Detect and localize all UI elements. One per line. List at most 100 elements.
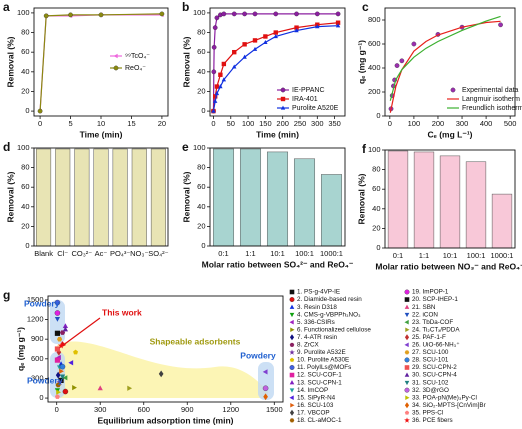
legend-label: 33. POA-pN(Me)₃Py-Cl (412, 394, 477, 401)
legend-label: Freundlich isotherm (462, 105, 522, 112)
x-tick-label: 300 (456, 119, 469, 128)
plot-frame (384, 7, 516, 117)
data-point (72, 385, 77, 391)
y-tick-label: 80 (372, 165, 380, 174)
data-point (263, 39, 268, 45)
x-tick-label: 900 (181, 405, 194, 414)
legend-label: 35. PPS-Cl (412, 409, 443, 416)
data-point (62, 375, 68, 381)
bar (150, 148, 166, 247)
y-tick-label: 20 (372, 223, 380, 232)
legend-marker (405, 395, 410, 400)
data-point (214, 15, 220, 21)
bar (36, 148, 52, 247)
plot-frame (209, 7, 346, 117)
legend-marker (289, 418, 295, 423)
plot-frame (47, 295, 284, 403)
x-tick-label: 0 (55, 405, 59, 414)
data-point (211, 44, 217, 50)
data-point (221, 11, 227, 17)
data-point (211, 69, 217, 75)
data-point (242, 54, 247, 59)
y-tick-label: 0 (201, 106, 205, 115)
legend-marker (289, 319, 294, 325)
y-tick-label: 600 (31, 354, 44, 363)
data-point (68, 12, 73, 18)
legend-label: 12. SCU-COF-1 (297, 372, 342, 379)
y-axis-title: qₑ (mg g⁻¹) (356, 40, 366, 84)
data-point (231, 11, 237, 17)
data-point (242, 42, 247, 47)
data-point (127, 385, 133, 391)
plot-frame (33, 7, 169, 117)
legend-marker (404, 334, 410, 341)
x-axis-title: Molar ratio between SO₄²⁻ and ReO₄⁻ (202, 259, 354, 269)
y-tick-label: 0 (201, 241, 205, 250)
x-tick-label: 100:1 (295, 249, 314, 258)
annotation: Powdery (24, 298, 60, 308)
legend-marker (404, 289, 410, 295)
annotation: Powdery (27, 375, 63, 385)
y-axis-title: Removal (%) (181, 171, 191, 222)
legend-marker (289, 409, 295, 416)
data-point (212, 25, 218, 30)
x-tick-label: 10 (97, 119, 105, 128)
x-axis-title: Time (min) (256, 129, 299, 139)
legend-marker (113, 65, 119, 71)
legend-label: 3. Resin D318 (297, 304, 337, 311)
bar (74, 148, 90, 247)
legend-marker (289, 342, 295, 347)
data-point (58, 377, 64, 384)
this-work-arrow (61, 317, 101, 347)
plot-frame (33, 147, 169, 247)
x-axis-title: Cₑ (mg L⁻¹) (428, 129, 473, 139)
data-point (218, 84, 223, 89)
series-line (39, 14, 162, 112)
panel-letter: g (3, 288, 10, 302)
y-tick-label: 800 (368, 15, 381, 24)
panel-letter: a (3, 0, 10, 14)
x-tick-label: 100 (408, 119, 421, 128)
data-point (54, 357, 61, 363)
y-tick-label: 20 (21, 221, 29, 230)
data-point (57, 336, 63, 342)
panel-letter: f (362, 142, 367, 156)
legend-marker (404, 402, 410, 409)
x-axis-title: Molar ratio between NO₃⁻ and ReO₄⁻ (375, 261, 522, 271)
y-axis-title: Removal (%) (5, 171, 15, 222)
legend-label: 6. Functionalized cellulose (297, 326, 371, 333)
data-point (54, 346, 61, 352)
legend-marker (404, 417, 410, 423)
data-point (55, 382, 61, 388)
x-tick-label: NO₃⁻ (130, 249, 148, 258)
y-tick-label: 60 (197, 47, 205, 56)
legend-label: IRA-401 (292, 96, 318, 103)
bar (320, 174, 343, 247)
bar (413, 151, 435, 249)
data-point (221, 61, 227, 67)
legend-marker (404, 410, 410, 415)
data-point (54, 316, 61, 322)
data-point (252, 46, 258, 51)
legend-marker (289, 372, 295, 378)
data-point (263, 34, 268, 39)
data-point (59, 368, 64, 374)
legend-marker (404, 297, 410, 302)
legend-label: 14. ImCOP (297, 387, 328, 394)
data-point (498, 22, 503, 28)
legend-label: 8. ZrCX (297, 342, 319, 349)
data-point (57, 342, 65, 349)
legend-marker (289, 312, 295, 318)
x-tick-label: 300 (94, 405, 107, 414)
data-point (62, 323, 69, 329)
x-tick-label: 50 (227, 119, 235, 128)
x-tick-label: 20 (158, 119, 166, 128)
legend-label: 19. ImPOP-1 (412, 289, 449, 296)
legend-marker (289, 380, 295, 385)
x-tick-label: 1:1 (419, 251, 429, 260)
data-point (294, 11, 299, 17)
legend-marker (289, 357, 295, 362)
data-point (62, 326, 69, 332)
y-tick-label: 60 (21, 47, 29, 56)
